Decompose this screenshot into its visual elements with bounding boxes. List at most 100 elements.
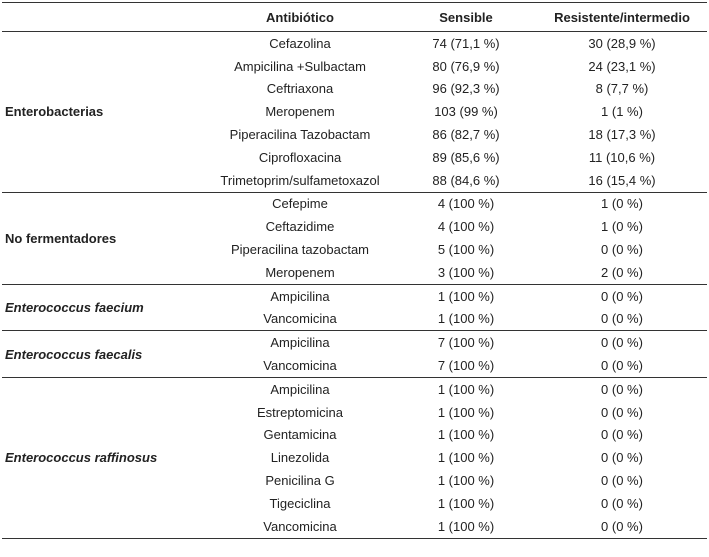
sensible-cell: 103 (99 %) <box>434 104 498 120</box>
resistant-cell: 1 (0 %) <box>601 219 643 235</box>
antibiotic-cell: Ampicilina +Sulbactam <box>234 58 366 74</box>
sensible-cell: 1 (100 %) <box>437 427 495 443</box>
resistant-cell: 0 (0 %) <box>601 427 643 443</box>
header-cell <box>2 2 205 32</box>
antibiotic-cell: Ampicilina <box>205 283 395 308</box>
resistant-cell: 1 (0 %) <box>537 191 707 216</box>
antibiotic-cell: Tigeciclina <box>269 495 331 511</box>
antibiotic-cell: Penicilina G <box>265 473 335 489</box>
table-body: Enterobacterias Cefazolina 74 (71,1 %) 30 (… <box>2 31 707 539</box>
table-row: Meropenem 3 (100 %) 2 (0 %) <box>2 261 707 284</box>
table-row: Enterococcus faecium Ampicilina 1 (100 %) 0… <box>2 283 707 332</box>
antibiotic-cell: Ceftriaxona <box>266 81 334 97</box>
table-row: Piperacilina tazobactam 5 (100 %) 0 (0 %) <box>2 238 707 261</box>
resistant-cell: 1 (1 %) <box>601 104 643 120</box>
antibiotic-cell: Ampicilina <box>205 330 395 355</box>
resistant-cell: 0 (0 %) <box>537 283 707 308</box>
sensible-cell: 1 (100 %) <box>437 473 495 489</box>
resistant-cell: 0 (0 %) <box>601 495 643 511</box>
table-row: Vancomicina 1 (100 %) 0 (0 %) <box>2 308 707 331</box>
table-row: Trimetoprim/sulfametoxazol 88 (84,6 %) 16 … <box>2 169 707 192</box>
resistant-cell: 24 (23,1 %) <box>588 58 656 74</box>
table-row: Ampicilina +Sulbactam 80 (76,9 %) 24 (23,1… <box>2 55 707 78</box>
antibiotic-cell: Estreptomicina <box>257 404 343 420</box>
sensible-cell: 80 (76,9 %) <box>432 58 500 74</box>
resistant-cell: 0 (0 %) <box>601 404 643 420</box>
table-row: Enterobacterias Cefazolina 74 (71,1 %) 30 (… <box>2 31 707 193</box>
sensible-cell: 1 (100 %) <box>437 495 495 511</box>
header-cell: Antibiótico <box>205 2 395 32</box>
table-row: Ceftriaxona 96 (92,3 %) 8 (7,7 %) <box>2 78 707 101</box>
antibiotic-cell: Vancomicina <box>263 311 337 327</box>
sensible-cell: 96 (92,3 %) <box>432 81 500 97</box>
header-cell: Resistente/intermedio <box>537 2 707 32</box>
table-row: Ceftazidime 4 (100 %) 1 (0 %) <box>2 215 707 238</box>
resistant-cell: 16 (15,4 %) <box>588 172 656 188</box>
table-row: Vancomicina 7 (100 %) 0 (0 %) <box>2 354 707 377</box>
group-label: No fermentadores <box>2 191 205 285</box>
antibiotic-cell: Vancomicina <box>205 514 395 539</box>
sensible-cell: 1 (100 %) <box>437 311 495 327</box>
table-row: Tigeciclina 1 (100 %) 0 (0 %) <box>2 492 707 515</box>
resistant-cell: 0 (0 %) <box>537 376 707 401</box>
table-row: Gentamicina 1 (100 %) 0 (0 %) <box>2 424 707 447</box>
sensible-cell: 1 (100 %) <box>395 376 537 401</box>
resistant-cell: 0 (0 %) <box>601 450 643 466</box>
table-row: Meropenem 103 (99 %) 1 (1 %) <box>2 100 707 123</box>
sensible-cell: 3 (100 %) <box>437 264 495 280</box>
resistant-cell: 2 (0 %) <box>601 264 643 280</box>
table-row: Ciprofloxacina 89 (85,6 %) 11 (10,6 %) <box>2 146 707 169</box>
sensible-cell: 74 (71,1 %) <box>432 35 500 51</box>
antibiotic-cell: Cefazolina <box>269 35 331 51</box>
table-row: Piperacilina Tazobactam 86 (82,7 %) 18 (17… <box>2 123 707 146</box>
table-row: Enterococcus raffinosus Ampicilina 1 (100 … <box>2 376 707 539</box>
sensible-cell: 1 (100 %) <box>437 450 495 466</box>
header-row: Antibiótico Sensible Resistente/intermed… <box>2 2 707 32</box>
sensible-cell: 7 (100 %) <box>395 330 537 355</box>
antibiotic-cell: Meropenem <box>265 264 335 280</box>
resistant-cell: 0 (0 %) <box>601 473 643 489</box>
antibiotic-cell: Ceftazidime <box>265 219 335 235</box>
group-label: Enterobacterias <box>2 31 205 193</box>
table-row: Vancomicina 1 (100 %) 0 (0 %) <box>2 514 707 539</box>
resistant-cell: 0 (0 %) <box>601 242 643 258</box>
antibiotic-cell: Meropenem <box>265 104 335 120</box>
sensible-cell: 1 (100 %) <box>437 404 495 420</box>
sensible-cell: 86 (82,7 %) <box>432 127 500 143</box>
antibiotic-cell: Cefepime <box>205 191 395 216</box>
resistant-cell: 0 (0 %) <box>537 330 707 355</box>
resistant-cell: 0 (0 %) <box>537 514 707 539</box>
antibiotic-cell: Gentamicina <box>263 427 337 443</box>
table-row: Enterococcus faecalis Ampicilina 7 (100 %)… <box>2 330 707 378</box>
antibiotic-cell: Piperacilina Tazobactam <box>229 127 371 143</box>
group-label: Enterococcus faecium <box>2 283 205 332</box>
sensible-cell: 7 (100 %) <box>437 358 495 374</box>
table: Antibiótico Sensible Resistente/intermed… <box>2 2 707 539</box>
sensible-cell: 1 (100 %) <box>395 283 537 308</box>
antibiotic-cell: Trimetoprim/sulfametoxazol <box>220 172 380 188</box>
sensible-cell: 5 (100 %) <box>437 242 495 258</box>
antibiotic-cell: Ciprofloxacina <box>258 149 342 165</box>
antibiotic-cell: Ampicilina <box>205 376 395 401</box>
table-row: Penicilina G 1 (100 %) 0 (0 %) <box>2 469 707 492</box>
resistant-cell: 0 (0 %) <box>601 311 643 327</box>
group-label: Enterococcus raffinosus <box>2 376 205 539</box>
resistant-cell: 0 (0 %) <box>601 358 643 374</box>
table-row: No fermentadores Cefepime 4 (100 %) 1 (0 %) <box>2 191 707 285</box>
resistant-cell: 30 (28,9 %) <box>588 35 656 51</box>
antibiotic-cell: Piperacilina tazobactam <box>230 242 370 258</box>
group-label: Enterococcus faecalis <box>2 330 205 378</box>
sensible-cell: 1 (100 %) <box>395 514 537 539</box>
header-cell: Sensible <box>395 2 537 32</box>
sensible-cell: 89 (85,6 %) <box>432 149 500 165</box>
table-row: Estreptomicina 1 (100 %) 0 (0 %) <box>2 401 707 424</box>
antibiotic-cell: Vancomicina <box>263 358 337 374</box>
resistant-cell: 18 (17,3 %) <box>588 127 656 143</box>
resistant-cell: 11 (10,6 %) <box>588 149 656 165</box>
table-row: Linezolida 1 (100 %) 0 (0 %) <box>2 446 707 469</box>
sensible-cell: 4 (100 %) <box>437 219 495 235</box>
antibiotic-cell: Linezolida <box>270 450 330 466</box>
sensible-cell: 4 (100 %) <box>395 191 537 216</box>
sensible-cell: 88 (84,6 %) <box>432 172 500 188</box>
